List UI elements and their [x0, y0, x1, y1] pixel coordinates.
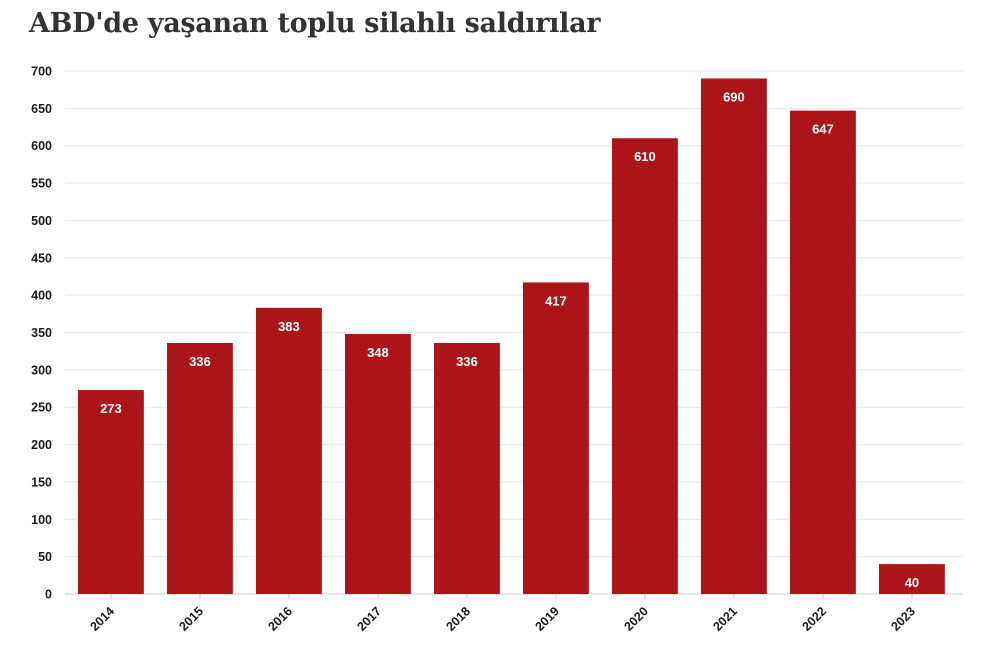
x-tick-label-2022: 2022 — [799, 604, 829, 634]
y-tick-label: 700 — [31, 65, 52, 79]
bar-value-label-2019: 417 — [545, 293, 567, 308]
y-tick-label: 650 — [31, 102, 52, 116]
bar-value-label-2017: 348 — [367, 345, 389, 360]
data-labels: 273 336 383 348 336 417 610 690 647 40 — [100, 89, 919, 590]
bar-value-label-2016: 383 — [278, 319, 300, 334]
y-tick-label: 500 — [31, 214, 52, 228]
y-tick-label: 0 — [45, 588, 52, 602]
y-tick-label: 300 — [31, 363, 52, 377]
x-tick-label-2018: 2018 — [443, 604, 473, 634]
bar-value-label-2021: 690 — [723, 89, 745, 104]
y-tick-label: 450 — [31, 251, 52, 265]
y-tick-label: 200 — [31, 438, 52, 452]
y-tick-label: 100 — [31, 513, 52, 527]
y-axis: 0 50 100 150 200 250 300 350 400 450 500 550 600 650 7… — [31, 65, 52, 602]
y-tick-label: 600 — [31, 139, 52, 153]
x-axis: 2014 2015 2016 2017 2018 2019 2020 2021 2022 2023 — [87, 594, 918, 634]
y-tick-label: 150 — [31, 475, 52, 489]
y-tick-label: 400 — [31, 289, 52, 303]
x-tick-label-2023: 2023 — [888, 604, 918, 634]
bar-2017 — [345, 333, 411, 594]
bar-2019 — [523, 282, 589, 594]
bar-2020 — [612, 138, 678, 594]
bar-2014 — [78, 390, 144, 594]
x-tick-label-2021: 2021 — [710, 604, 740, 634]
chart-title: ABD'de yaşanan toplu silahlı saldırılar — [29, 8, 601, 39]
bar-2018 — [434, 342, 500, 594]
x-tick-label-2014: 2014 — [87, 604, 117, 634]
bar-2022 — [790, 110, 856, 594]
bar-value-label-2023: 40 — [905, 575, 919, 590]
bar-value-label-2022: 647 — [812, 122, 834, 137]
y-tick-label: 350 — [31, 326, 52, 340]
x-tick-label-2015: 2015 — [176, 604, 206, 634]
x-tick-label-2019: 2019 — [532, 604, 562, 634]
bar-value-label-2015: 336 — [189, 354, 211, 369]
bars — [78, 78, 945, 594]
y-tick-label: 550 — [31, 177, 52, 191]
bar-2021 — [701, 78, 767, 594]
bar-2023 — [879, 564, 945, 594]
bar-2015 — [167, 342, 233, 594]
x-tick-label-2016: 2016 — [265, 604, 295, 634]
y-tick-label: 50 — [38, 550, 52, 564]
y-tick-label: 250 — [31, 401, 52, 415]
bar-value-label-2018: 336 — [456, 354, 478, 369]
bar-2016 — [256, 307, 322, 594]
bar-value-label-2014: 273 — [100, 401, 122, 416]
x-tick-label-2020: 2020 — [621, 604, 651, 634]
bar-value-label-2020: 610 — [634, 149, 656, 164]
x-tick-label-2017: 2017 — [354, 604, 384, 634]
